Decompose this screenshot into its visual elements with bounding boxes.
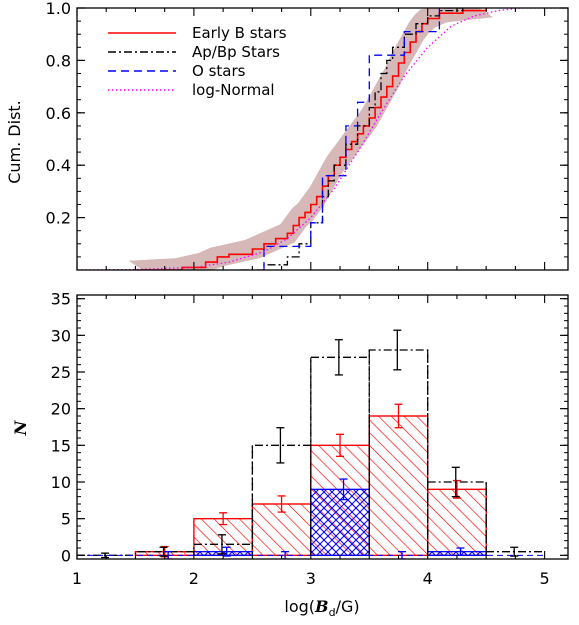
bar-early-b	[427, 488, 487, 557]
cdf-line-o-stars	[263, 8, 463, 270]
error-bar	[336, 433, 345, 457]
bottom-y-tick-label: 15	[51, 436, 71, 455]
histogram-panel: 0 5 10 15 20 25 30 35 1 2 3 4 5 N log(Bd/G)	[11, 290, 569, 619]
legend-label: Early B stars	[192, 24, 287, 42]
error-bar	[164, 551, 173, 559]
cumulative-distribution-panel: 0.2 0.4 0.6 0.8 1.0 Cum. Dist. Early B stars…	[5, 0, 569, 271]
bottom-y-tick-label: 30	[51, 326, 71, 345]
error-bar	[334, 339, 343, 376]
x-axis-label: log(Bd/G)	[284, 597, 359, 619]
top-y-tick-label: 0.4	[46, 156, 71, 175]
error-bar	[219, 512, 228, 526]
bottom-y-tick-label: 35	[51, 290, 71, 309]
error-bar	[276, 427, 285, 464]
bottom-y-tick-label: 5	[61, 510, 71, 529]
legend-label: Ap/Bp Stars	[192, 43, 280, 61]
bottom-y-tick-label: 20	[51, 400, 71, 419]
error-bar	[281, 551, 290, 559]
cdf-line-log-normal	[77, 8, 568, 270]
top-y-tick-label: 0.2	[46, 209, 71, 228]
legend-label: O stars	[192, 62, 246, 80]
bar-early-b	[368, 415, 429, 557]
bottom-plot-frame	[76, 294, 569, 560]
top-y-tick-label: 0.6	[46, 104, 71, 123]
top-y-tick-label: 1.0	[46, 0, 71, 18]
error-bar	[456, 547, 465, 556]
x-tick-label: 3	[306, 569, 316, 588]
top-y-tick-label: 0.8	[46, 51, 71, 70]
bottom-y-tick-label: 0	[61, 546, 71, 565]
error-bar	[394, 403, 403, 429]
error-bar	[159, 546, 168, 557]
error-bar	[222, 546, 231, 557]
error-bar	[339, 478, 348, 501]
x-tick-label: 1	[72, 569, 82, 588]
bottom-y-tick-label: 10	[51, 473, 71, 492]
error-bar	[451, 466, 460, 498]
error-bar	[397, 551, 406, 559]
x-tick-label: 5	[540, 569, 550, 588]
error-bar	[101, 552, 110, 559]
error-bar	[217, 534, 226, 555]
error-bar	[510, 546, 519, 557]
top-y-axis-label: Cum. Dist.	[5, 100, 24, 184]
legend-label: log-Normal	[192, 81, 275, 99]
error-bar	[393, 329, 402, 371]
bottom-y-tick-label: 25	[51, 363, 71, 382]
bottom-y-axis-label: N	[11, 419, 30, 436]
error-bar	[277, 495, 286, 513]
error-bar	[452, 479, 461, 499]
cdf-line-early-b-stars	[135, 8, 487, 270]
x-tick-label: 2	[189, 569, 199, 588]
cdf-line-ap-bp-stars	[240, 8, 464, 270]
x-tick-label: 4	[423, 569, 433, 588]
top-plot-frame	[76, 7, 569, 271]
early-b-confidence-band	[128, 8, 494, 270]
